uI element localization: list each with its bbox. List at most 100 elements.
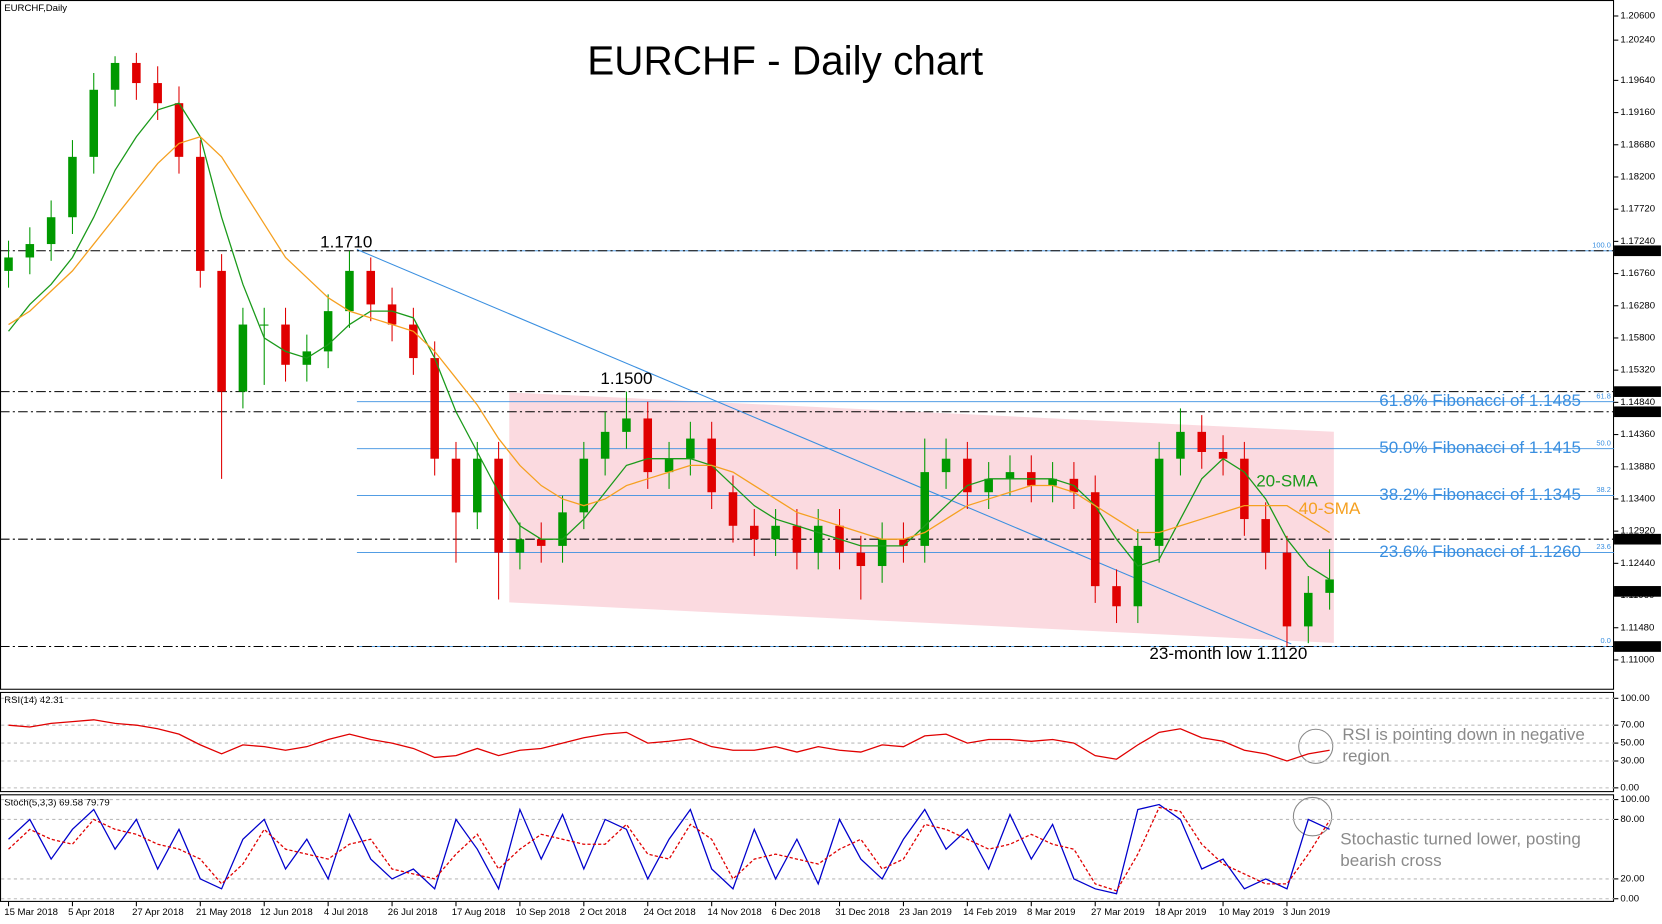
candle-body xyxy=(196,156,205,271)
y-tick-label: 50.00 xyxy=(1620,738,1644,749)
fib-ratio: 38.2 xyxy=(1596,485,1611,494)
candle-body xyxy=(4,257,13,271)
candle-body xyxy=(430,358,439,459)
price-box xyxy=(1614,406,1661,418)
candle-body xyxy=(387,304,397,325)
y-tick-label: 0.00 xyxy=(1620,782,1639,793)
candle-body xyxy=(281,324,290,365)
fib-label: 38.2% Fibonacci of 1.1345 xyxy=(1379,485,1581,504)
candle-body xyxy=(89,89,99,157)
panel-note: RSI is pointing down in negative xyxy=(1342,725,1585,744)
candle-body xyxy=(366,270,376,305)
stoch-circle xyxy=(1292,796,1333,837)
fib-label: 61.8% Fibonacci of 1.1485 xyxy=(1379,391,1581,410)
candle-body xyxy=(1325,579,1334,593)
candle-body xyxy=(409,324,418,359)
y-tick-label: 1.18200 xyxy=(1620,172,1655,183)
x-tick-label: 21 May 2018 xyxy=(196,907,251,918)
y-tick-label: 1.16760 xyxy=(1620,268,1655,279)
candle-body xyxy=(1304,592,1313,627)
fib-label: 23.6% Fibonacci of 1.1260 xyxy=(1379,542,1581,561)
y-tick-label: 1.20240 xyxy=(1620,35,1655,46)
chart-label: EURCHF,Daily xyxy=(4,3,67,14)
x-tick-label: 6 Dec 2018 xyxy=(771,907,820,918)
main-frame xyxy=(0,0,1615,690)
fib-ratio: 100.0 xyxy=(1592,240,1611,249)
candle-body xyxy=(920,472,930,546)
candle-body xyxy=(792,525,802,553)
panel-label: Stoch(5,3,3) 69.58 79.79 xyxy=(4,797,109,808)
candle-body xyxy=(1218,451,1228,459)
candle-body xyxy=(68,156,77,218)
candle-body xyxy=(536,539,546,546)
y-tick-label: 80.00 xyxy=(1620,814,1644,825)
candle-body xyxy=(686,438,695,459)
candle-body xyxy=(771,525,780,540)
candle-body xyxy=(984,478,993,493)
candle-body xyxy=(494,458,503,553)
annotation: 1.1500 xyxy=(600,369,652,388)
y-tick-label: 1.11480 xyxy=(1620,622,1654,633)
candle-body xyxy=(1197,431,1207,452)
x-tick-label: 14 Nov 2018 xyxy=(707,907,761,918)
panel-note: bearish cross xyxy=(1340,851,1441,870)
y-tick-label: 1.15800 xyxy=(1620,332,1655,343)
candle-body xyxy=(473,458,482,513)
y-tick-label: 1.15320 xyxy=(1620,365,1655,376)
series-line xyxy=(8,806,1331,892)
candle-body xyxy=(1005,472,1015,479)
candle-body xyxy=(643,418,653,473)
candle-body xyxy=(728,492,738,526)
y-tick-label: 1.11000 xyxy=(1620,654,1654,665)
x-tick-label: 23 Jan 2019 xyxy=(899,907,952,918)
x-tick-label: 12 Jun 2018 xyxy=(260,907,313,918)
y-tick-label: 20.00 xyxy=(1620,873,1644,884)
candle-body xyxy=(877,539,887,567)
fib-ratio: 61.8 xyxy=(1596,391,1611,400)
candle-body xyxy=(941,458,951,473)
candle-body xyxy=(1240,458,1249,520)
price-box-label: 1.14700 xyxy=(1618,406,1653,417)
x-tick-label: 15 Mar 2018 xyxy=(4,907,58,918)
x-tick-label: 27 Mar 2019 xyxy=(1091,907,1145,918)
candle-body xyxy=(600,431,610,459)
y-tick-label: 1.18680 xyxy=(1620,139,1655,150)
x-tick-label: 2 Oct 2018 xyxy=(580,907,627,918)
candle-body xyxy=(579,458,589,513)
y-tick-label: 1.12920 xyxy=(1620,526,1655,537)
price-box-label: 1.15000 xyxy=(1618,386,1653,397)
candle-body xyxy=(813,525,823,553)
price-box xyxy=(1614,245,1661,257)
price-box-label: 1.11200 xyxy=(1618,641,1652,652)
candle-body xyxy=(217,270,226,392)
x-tick-label: 14 Feb 2019 xyxy=(963,907,1017,918)
candle-body xyxy=(1176,431,1185,459)
fib-ratio: 23.6 xyxy=(1596,542,1611,551)
chart-title: EURCHF - Daily chart xyxy=(587,38,983,84)
y-tick-label: 1.17720 xyxy=(1620,204,1655,215)
y-tick-label: 0.00 xyxy=(1620,893,1639,904)
candle-body xyxy=(1282,552,1292,627)
fib-ratio: 50.0 xyxy=(1596,438,1611,447)
candle-body xyxy=(1154,458,1164,546)
candle-body xyxy=(153,83,162,104)
x-tick-label: 31 Dec 2018 xyxy=(835,907,889,918)
price-box-label: 1.17100 xyxy=(1618,245,1653,256)
series-line xyxy=(8,719,1330,762)
candle-body xyxy=(46,217,56,245)
y-tick-label: 100.00 xyxy=(1620,693,1649,704)
candle-body xyxy=(1112,586,1121,607)
candle-body xyxy=(1048,478,1057,486)
panel-label: RSI(14) 42.31 xyxy=(4,695,64,706)
x-tick-label: 17 Aug 2018 xyxy=(452,907,506,918)
rsi-circle xyxy=(1298,728,1334,764)
candle-body xyxy=(345,270,354,312)
price-box xyxy=(1614,533,1661,545)
candle-body xyxy=(963,458,972,493)
candle-body xyxy=(174,103,184,157)
candle-body xyxy=(25,244,35,258)
y-tick-label: 1.13880 xyxy=(1620,461,1655,472)
price-box xyxy=(1614,641,1661,652)
annotation: 23-month low 1.1120 xyxy=(1149,644,1307,663)
